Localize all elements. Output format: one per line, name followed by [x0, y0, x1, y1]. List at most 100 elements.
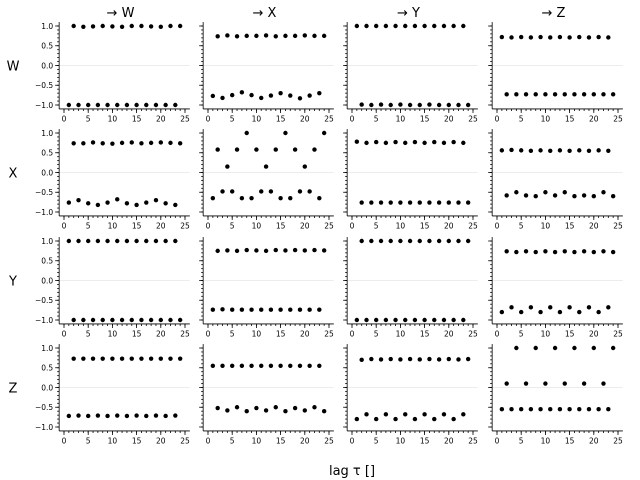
data-point: [465, 200, 471, 205]
data-point: [234, 34, 240, 39]
data-point: [606, 35, 611, 40]
data-point: [572, 92, 577, 97]
data-point: [543, 92, 548, 97]
x-tick-label: 10: [396, 436, 406, 445]
data-point: [302, 408, 307, 413]
data-point: [461, 140, 466, 146]
data-point: [369, 102, 374, 108]
data-point: [129, 356, 134, 361]
data-point: [249, 307, 254, 312]
data-point: [596, 407, 601, 412]
x-tick-label: 5: [374, 329, 379, 338]
data-point: [606, 305, 611, 310]
x-tick-label: 10: [108, 221, 118, 230]
x-tick-label: 20: [444, 329, 454, 338]
x-tick-label: 25: [324, 436, 334, 445]
data-point: [115, 238, 120, 244]
data-point: [119, 140, 125, 146]
data-point: [173, 202, 178, 208]
data-point: [71, 23, 76, 29]
y-tick-label: 0.0: [41, 276, 53, 285]
data-point: [234, 147, 240, 152]
x-tick-label: 10: [396, 114, 406, 123]
data-point: [153, 238, 159, 244]
x-tick-label: 5: [86, 436, 91, 445]
x-tick-label: 0: [62, 436, 67, 445]
x-tick-label: 15: [420, 329, 430, 338]
data-point: [134, 102, 139, 108]
data-point: [268, 93, 274, 98]
data-point: [412, 23, 418, 29]
y-tick-label: 0.5: [41, 257, 53, 266]
data-point: [292, 405, 298, 411]
data-point: [359, 238, 364, 244]
data-point: [543, 381, 548, 386]
data-point: [177, 317, 183, 323]
data-point: [144, 200, 149, 205]
x-tick-label: 10: [252, 114, 262, 123]
data-point: [514, 92, 519, 97]
data-point: [268, 363, 274, 368]
x-tick-label: 25: [324, 329, 334, 338]
data-point: [278, 363, 283, 368]
data-point: [288, 195, 293, 201]
data-point: [239, 90, 245, 95]
panels: −1.0 −0.5 0.0 0.5 1.0 0 5 10 15 20 25 0 5 10 15 20 25 0 5 1…: [35, 22, 623, 446]
data-point: [139, 23, 144, 29]
x-tick-label: 0: [206, 221, 211, 230]
data-point: [504, 92, 509, 97]
x-tick-label: 0: [495, 329, 500, 338]
x-tick-label: 0: [350, 329, 355, 338]
data-point: [239, 307, 245, 312]
data-point: [90, 356, 96, 361]
data-point: [215, 34, 220, 39]
x-tick-label: 25: [613, 329, 623, 338]
x-tick-label: 15: [565, 436, 575, 445]
data-point: [601, 381, 606, 386]
panel-y-to-w: −1.0 −0.5 0.0 0.5 1.0 0 5 10 15 20 25: [35, 237, 190, 339]
data-point: [95, 413, 101, 418]
data-point: [81, 317, 86, 323]
data-point: [81, 141, 86, 146]
x-tick-label: 20: [156, 436, 166, 445]
x-tick-label: 0: [495, 436, 500, 445]
data-point: [567, 35, 572, 40]
column-title-y: → Y: [397, 6, 420, 21]
data-point: [225, 408, 230, 413]
y-tick-label: 0.5: [41, 364, 53, 373]
data-point: [519, 407, 524, 412]
data-point: [427, 102, 432, 107]
data-point: [456, 102, 461, 108]
y-tick-label: −1.0: [35, 423, 53, 432]
y-tick-label: −1.0: [35, 316, 53, 325]
data-point: [548, 305, 553, 310]
row-label-w: W: [7, 60, 20, 75]
data-point: [528, 305, 534, 310]
x-tick-label: 20: [300, 436, 310, 445]
data-point: [577, 309, 582, 315]
data-point: [543, 190, 548, 195]
data-point: [567, 305, 572, 310]
x-tick-label: 20: [444, 436, 454, 445]
data-point: [465, 356, 471, 362]
data-point: [230, 363, 235, 368]
x-tick-label: 15: [565, 221, 575, 230]
data-point: [538, 407, 543, 412]
data-point: [359, 200, 364, 205]
panel-z-to-y: 0 5 10 15 20 25: [343, 344, 478, 445]
x-tick-label: 5: [86, 114, 91, 123]
data-point: [90, 317, 96, 323]
data-point: [378, 102, 384, 107]
x-tick-label: 25: [180, 329, 190, 338]
data-point: [577, 407, 582, 412]
data-point: [254, 405, 259, 411]
data-point: [153, 197, 159, 203]
data-point: [572, 345, 577, 351]
y-tick-label: −1.0: [35, 101, 53, 110]
x-tick-label: 10: [396, 221, 406, 230]
data-point: [321, 248, 327, 253]
x-tick-label: 10: [541, 221, 551, 230]
data-point: [606, 148, 611, 153]
data-point: [446, 356, 451, 362]
data-point: [374, 139, 379, 145]
